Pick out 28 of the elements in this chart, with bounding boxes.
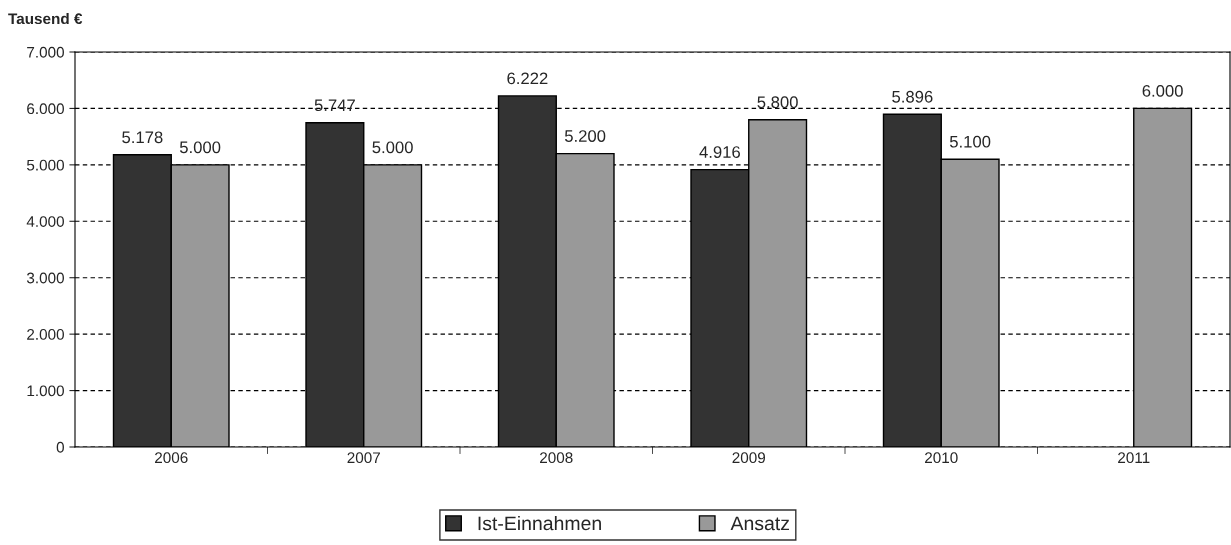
y-tick-label: 3.000 [26,272,64,284]
y-tick-label: 5.000 [26,159,64,171]
data-label: 6.222 [507,72,548,85]
x-tick-label: 2009 [732,452,766,464]
legend-label: Ist-Einnahmen [478,515,601,531]
y-tick-label: 4.000 [26,216,64,227]
x-tick-label: 2010 [925,452,958,464]
y-tick-label: 0 [56,441,64,453]
data-label: 5.178 [122,131,163,144]
x-tick-label: 2008 [540,452,573,464]
x-tick-label: 2006 [155,452,188,464]
x-tick-label: 2007 [347,452,380,464]
data-label: 5.800 [757,96,798,109]
data-label: 6.000 [1142,85,1183,97]
data-label: 5.100 [949,135,991,148]
data-label: 5.747 [314,99,355,112]
legend-label: Ansatz [730,516,790,531]
data-label: 5.000 [179,141,221,154]
y-axis-title: Tausend € [8,12,83,25]
data-label: 5.200 [564,130,606,142]
x-tick-label: 2011 [1118,452,1150,464]
data-label: 5.896 [892,90,933,103]
y-tick-label: 2.000 [27,329,64,340]
y-tick-label: 1.000 [27,385,64,397]
data-label: 5.000 [372,141,413,154]
y-tick-label: 6.000 [27,103,64,115]
data-label: 4.916 [699,146,740,158]
y-tick-label: 7.000 [27,46,64,58]
